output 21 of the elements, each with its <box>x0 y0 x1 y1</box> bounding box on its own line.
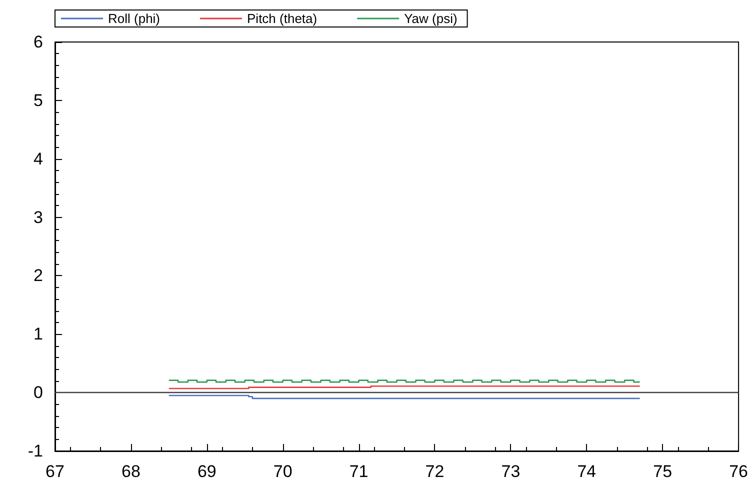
x-tick-label: 73 <box>501 462 520 481</box>
y-tick-label: 1 <box>34 324 43 344</box>
x-tick-label: 69 <box>197 462 216 481</box>
y-tick-label: 2 <box>34 266 43 286</box>
legend-label: Roll (phi) <box>108 11 160 26</box>
y-tick-label: 3 <box>34 208 43 227</box>
x-tick-label: 68 <box>121 462 140 481</box>
x-tick-label: 71 <box>349 462 368 481</box>
x-tick-label: 75 <box>653 462 672 481</box>
y-tick-label: 4 <box>34 149 43 168</box>
y-tick-label: 6 <box>34 32 43 52</box>
x-tick-label: 74 <box>577 462 596 481</box>
x-tick-label: 72 <box>425 462 444 481</box>
x-tick-label: 70 <box>273 462 292 481</box>
y-tick-label: 0 <box>34 383 43 402</box>
y-tick-label: 5 <box>34 90 43 110</box>
x-tick-label: 67 <box>46 462 64 481</box>
y-tick-label: -1 <box>28 442 43 460</box>
legend-label: Pitch (theta) <box>247 11 318 26</box>
legend-label: Yaw (psi) <box>404 11 458 26</box>
x-tick-label: 76 <box>729 462 748 481</box>
